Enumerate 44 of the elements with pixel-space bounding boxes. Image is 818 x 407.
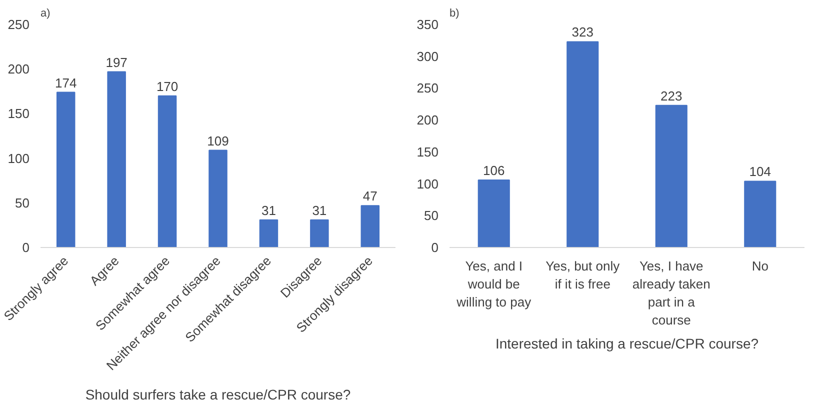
data-label: 223	[660, 88, 682, 104]
bar	[478, 179, 510, 248]
chart-title: b)	[450, 8, 460, 20]
data-label: 31	[261, 202, 276, 218]
x-axis-title: Interested in taking a rescue/CPR course?	[495, 336, 759, 352]
y-tick-label: 300	[416, 48, 439, 64]
data-label: 197	[106, 54, 128, 70]
y-tick-label: 150	[8, 106, 30, 122]
data-label: 31	[312, 202, 327, 218]
bar	[208, 150, 228, 248]
bar	[655, 104, 688, 248]
y-tick-label: 250	[416, 80, 439, 96]
y-tick-label: 200	[416, 112, 439, 128]
y-tick-label: 50	[15, 195, 30, 210]
y-tick-label: 100	[416, 176, 439, 192]
y-tick-label: 0	[431, 240, 439, 255]
bar	[310, 219, 329, 248]
bar	[259, 219, 278, 248]
y-tick-label: 150	[416, 144, 439, 160]
data-label: 109	[207, 133, 229, 148]
bar	[158, 95, 177, 248]
x-tick-label: No	[752, 258, 768, 274]
x-axis-title: Should surfers take a rescue/CPR course?	[85, 386, 351, 402]
data-label: 323	[572, 24, 594, 40]
x-tick-label: Yes, but only if it is free	[546, 258, 620, 292]
data-label: 104	[749, 164, 771, 180]
y-tick-label: 250	[8, 17, 30, 32]
data-label: 47	[362, 188, 378, 204]
y-tick-label: 200	[8, 62, 30, 77]
y-tick-label: 0	[22, 240, 30, 255]
bar	[56, 92, 76, 248]
y-tick-label: 350	[416, 17, 439, 32]
x-tick-label: Yes, and I would be willing to pay	[456, 258, 532, 310]
bar	[566, 41, 599, 248]
data-label: 170	[156, 78, 178, 94]
bar	[744, 180, 776, 248]
y-tick-label: 100	[8, 150, 30, 166]
chart-title: a)	[40, 8, 50, 20]
y-tick-label: 50	[424, 208, 439, 224]
bar	[107, 71, 126, 248]
x-tick-label: Yes, I have already taken part in a course	[632, 258, 710, 328]
bar	[360, 205, 380, 248]
data-label: 174	[55, 75, 77, 90]
data-label: 106	[483, 162, 505, 178]
